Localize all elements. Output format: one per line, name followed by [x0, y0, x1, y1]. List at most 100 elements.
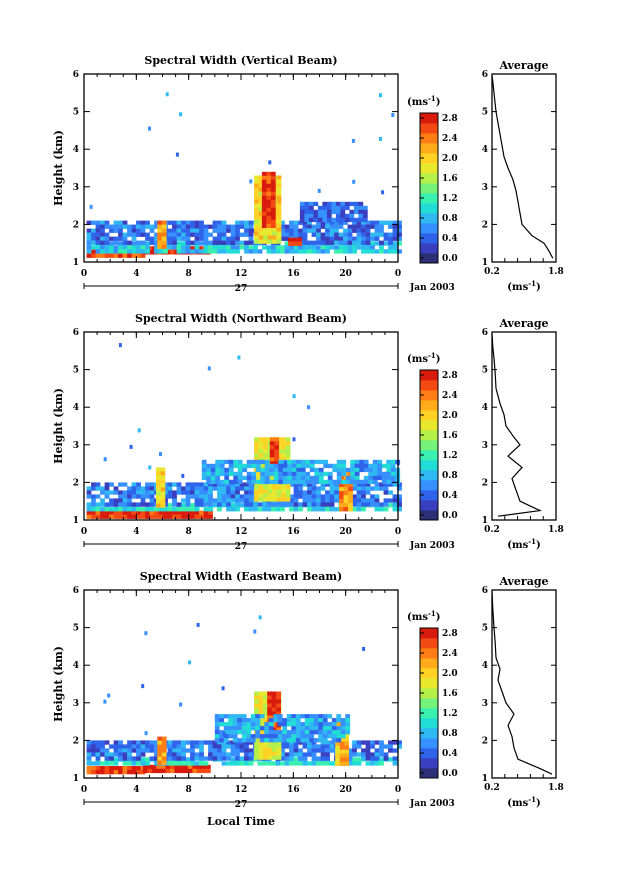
heatmap-cell	[194, 744, 200, 749]
colorbar-tick-label: 2.4	[442, 391, 458, 401]
heatmap-cell	[254, 449, 259, 454]
heatmap-cell	[109, 770, 114, 775]
heatmap-cell	[181, 744, 186, 749]
heatmap-cell	[122, 498, 128, 503]
heatmap-cell	[268, 718, 274, 723]
heatmap-cell	[335, 761, 340, 766]
heatmap-cell	[172, 224, 177, 229]
heatmap-cell	[335, 201, 341, 207]
heatmap-cell	[316, 236, 321, 241]
heatmap-cell	[113, 245, 119, 250]
heatmap-cell	[300, 734, 306, 739]
colorbar-swatch	[420, 510, 438, 521]
heatmap-cell	[307, 482, 312, 487]
heatmap-cell	[104, 507, 110, 512]
heatmap-cell	[339, 753, 345, 758]
y-tick-label: 4	[73, 403, 79, 413]
heatmap-cell	[284, 740, 290, 745]
heatmap-cell	[122, 236, 128, 241]
heatmap-cell	[305, 463, 311, 469]
heatmap-cell	[212, 220, 218, 225]
heatmap-cell	[377, 475, 383, 481]
heatmap-cell	[104, 514, 110, 519]
heatmap-cell	[223, 730, 229, 735]
heatmap-cell	[276, 747, 282, 752]
heatmap-cell	[149, 482, 155, 487]
heatmap-cell	[336, 471, 342, 477]
heatmap-cell	[254, 179, 259, 184]
heatmap-cell	[208, 744, 213, 749]
heatmap-cell	[338, 224, 344, 229]
heatmap-cell	[131, 761, 137, 766]
heatmap-cell	[374, 507, 380, 512]
heatmap-cell	[266, 207, 272, 213]
heatmap-cell	[374, 502, 380, 507]
heatmap-cell	[257, 507, 263, 512]
heatmap-cell	[304, 714, 310, 719]
heatmap-cell	[244, 482, 249, 487]
heatmap-cell	[181, 498, 186, 503]
heatmap-cell	[223, 714, 229, 719]
heatmap-cell	[340, 201, 346, 207]
heatmap-cell	[217, 498, 222, 503]
heatmap-cell	[344, 753, 349, 758]
heatmap-cell	[334, 490, 339, 495]
heatmap-cell	[276, 219, 282, 224]
heatmap-cell	[276, 235, 282, 240]
heatmap-cell	[140, 740, 146, 745]
heatmap-cell	[302, 240, 308, 245]
heatmap-cell	[352, 236, 357, 241]
colorbar-tick-label: 2.0	[442, 411, 458, 421]
heatmap-cell	[230, 490, 236, 495]
heatmap-cell	[264, 738, 270, 743]
heatmap-cell	[254, 703, 259, 708]
heatmap-cell	[307, 748, 312, 753]
heatmap-cell	[338, 220, 344, 225]
heatmap-cell	[276, 695, 281, 700]
heatmap-cell	[264, 722, 270, 727]
heatmap-cell	[356, 486, 362, 491]
heatmap-cell	[282, 479, 288, 485]
heatmap-cell	[136, 502, 141, 507]
colorbar-tick-label: 1.6	[442, 174, 458, 184]
heatmap-cell	[347, 236, 353, 241]
heatmap-cell	[122, 490, 128, 495]
heatmap-cell	[241, 738, 247, 743]
heatmap-cell	[374, 752, 380, 757]
heatmap-cell	[174, 764, 180, 770]
heatmap-cell	[325, 494, 330, 499]
heatmap-cell	[304, 205, 310, 211]
heatmap-cell	[336, 730, 342, 735]
heatmap-cell	[318, 471, 324, 477]
heatmap-cell	[104, 494, 110, 499]
heatmap-cell	[181, 514, 186, 519]
heatmap-cell	[329, 502, 335, 507]
heatmap-cell	[267, 489, 273, 494]
heatmap-cell	[343, 232, 348, 237]
heatmap-cell	[91, 740, 96, 745]
heatmap-cell	[314, 471, 320, 477]
heatmap-cell	[145, 224, 150, 229]
heatmap-cell	[100, 748, 105, 753]
heatmap-cell	[160, 467, 166, 472]
heatmap-cell	[127, 224, 132, 229]
heatmap-cell	[326, 213, 332, 219]
heatmap-cell	[273, 734, 279, 739]
heatmap-cell	[311, 502, 317, 507]
heatmap-cell	[230, 507, 236, 512]
colorbar-p1: 0.00.40.81.21.62.02.42.8	[419, 112, 458, 264]
heatmap-cell	[297, 241, 302, 246]
date-month-p1: Jan 2003	[409, 283, 455, 293]
heatmap-cell	[307, 490, 312, 495]
heatmap-cell	[313, 201, 319, 207]
heatmap-cell	[305, 475, 311, 481]
heatmap-cell	[181, 245, 186, 250]
heatmap-cell	[276, 175, 282, 180]
heatmap-cell	[334, 249, 339, 254]
heatmap-cell	[280, 232, 285, 237]
heatmap-cell	[293, 494, 299, 499]
heatmap-cell	[244, 748, 249, 753]
y-tick-label: 5	[73, 366, 79, 376]
heatmap-cell	[122, 514, 128, 519]
heatmap-cell	[242, 463, 248, 469]
